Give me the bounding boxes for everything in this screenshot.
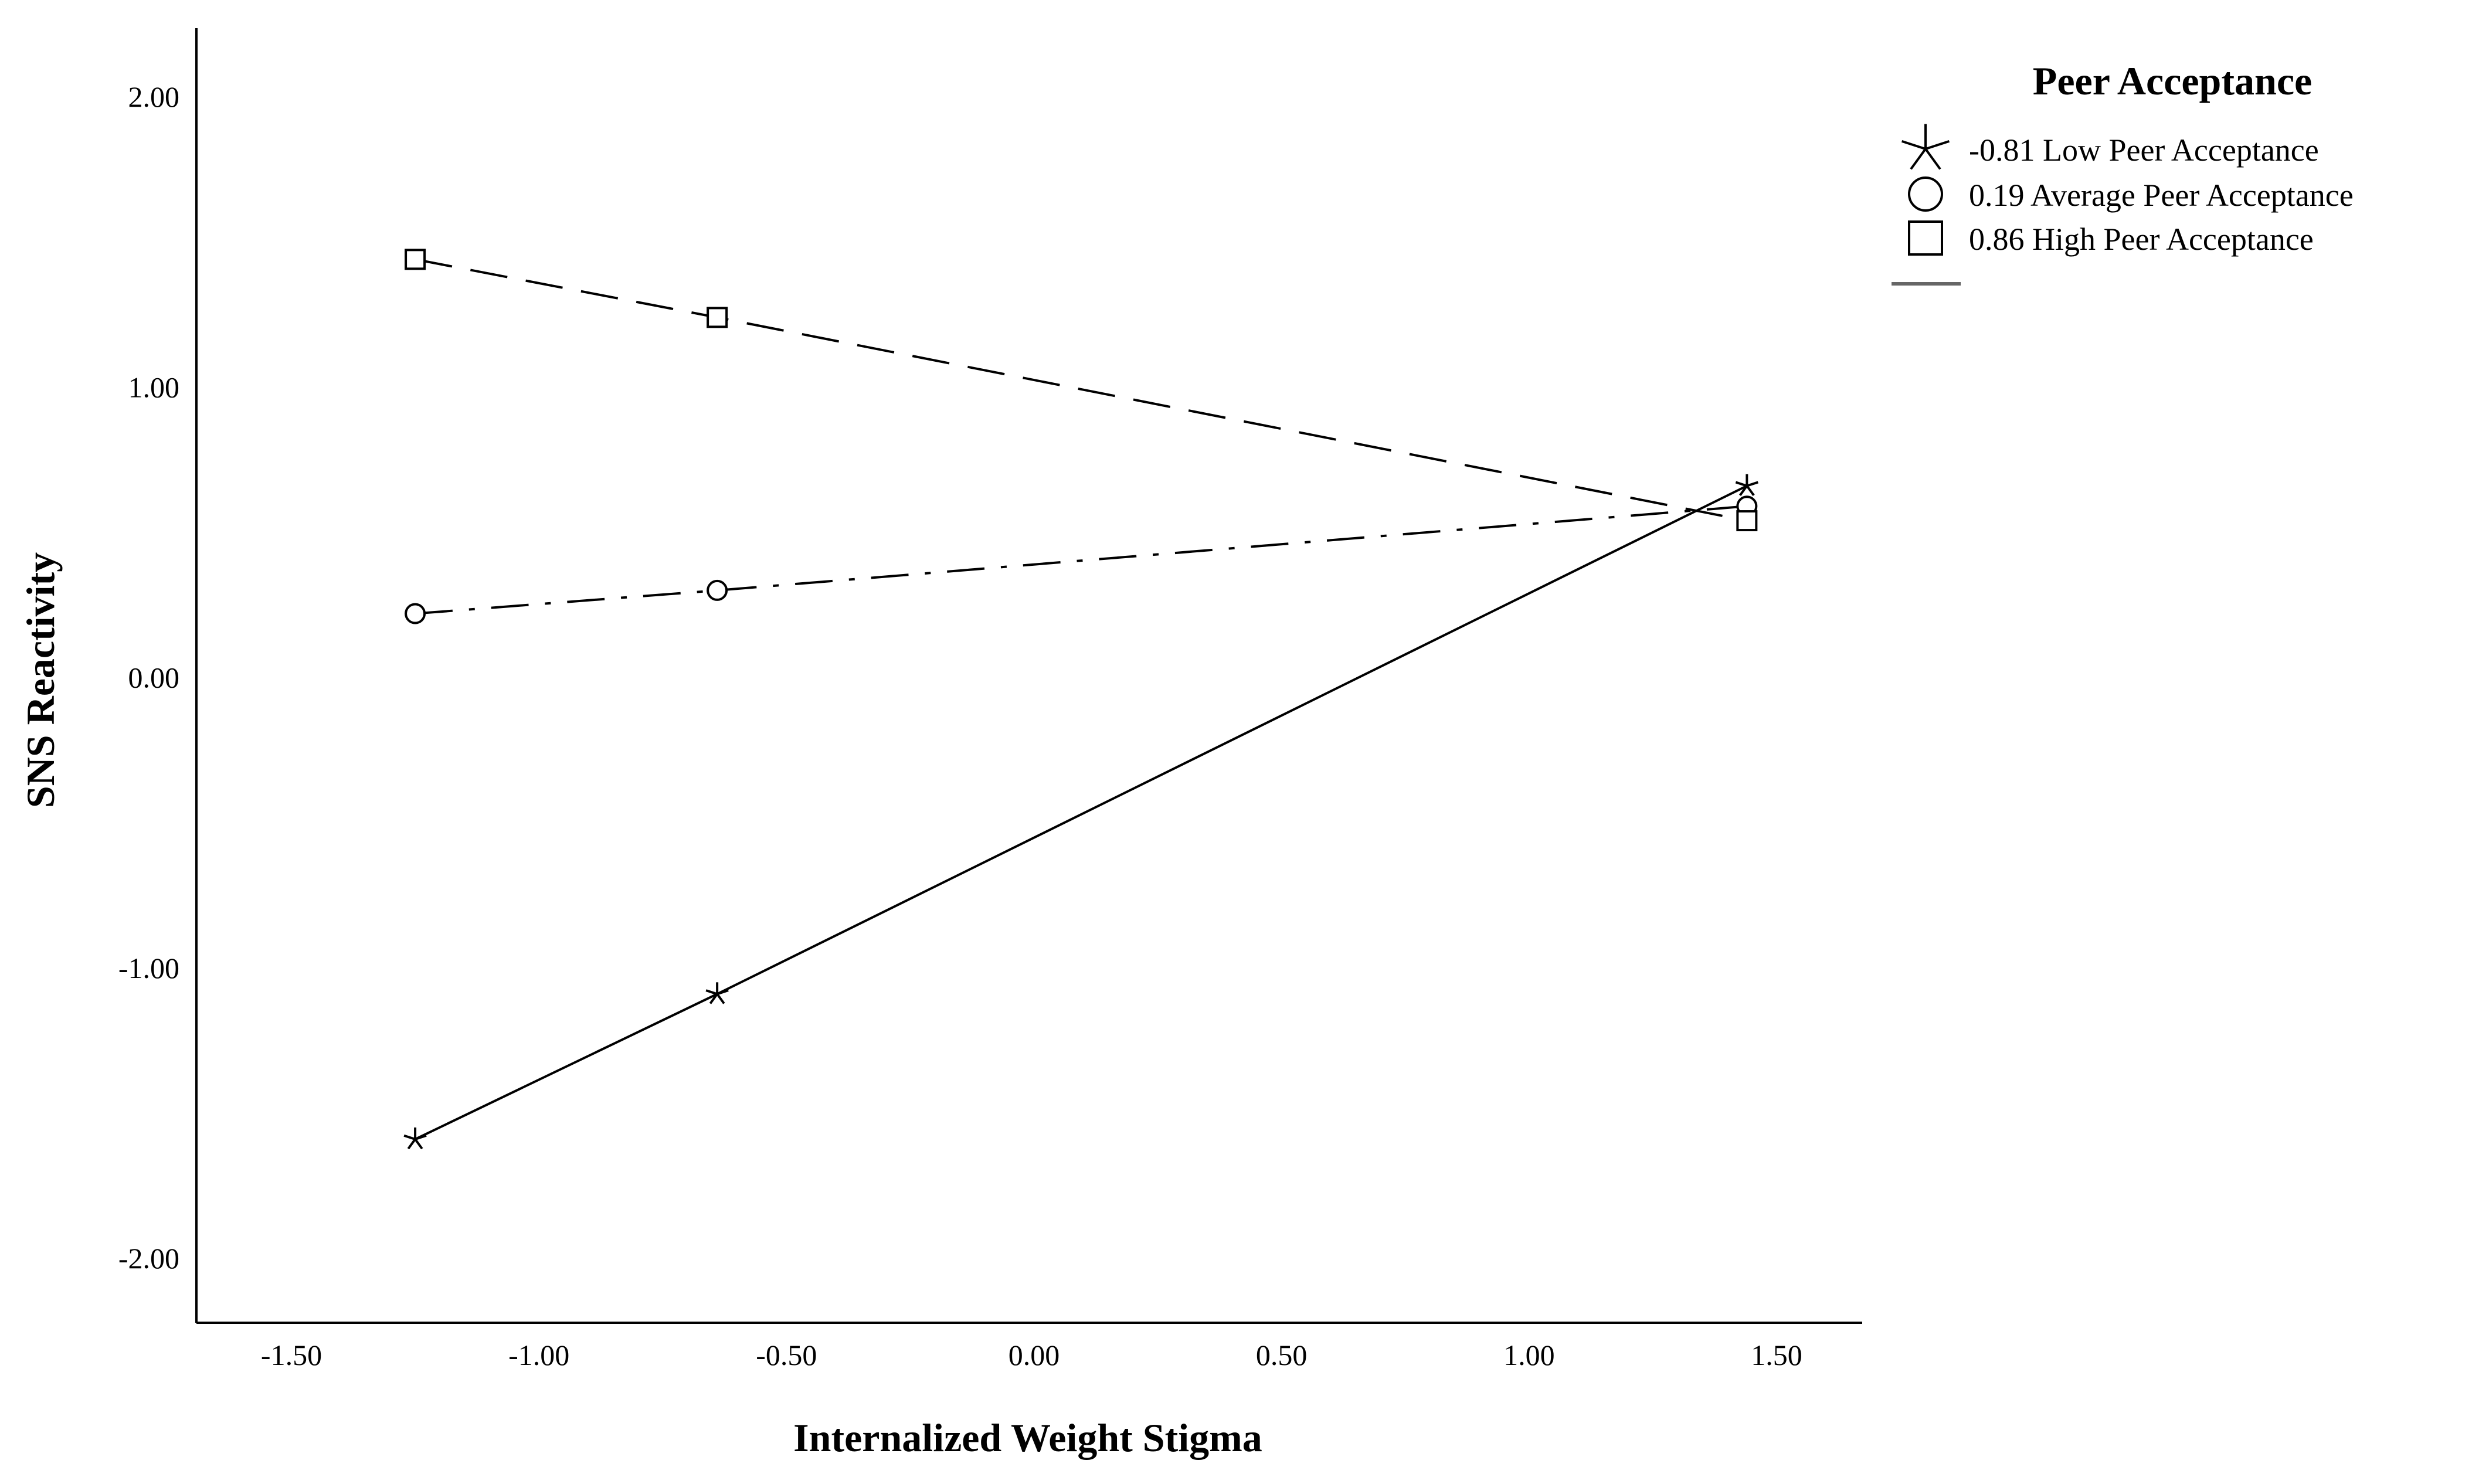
data-point-star xyxy=(403,1127,427,1150)
legend-items: -0.81 Low Peer Acceptance 0.19 Average Pe… xyxy=(1901,124,2354,257)
y-tick-labels: 2.00 1.00 0.00 -1.00 -2.00 xyxy=(118,80,179,1275)
data-point-circle xyxy=(405,603,426,624)
x-tick-label: -1.50 xyxy=(261,1339,322,1371)
x-tick-label: 0.50 xyxy=(1256,1339,1308,1371)
data-point-star xyxy=(1735,474,1758,496)
legend-marker-circle xyxy=(1908,176,1943,212)
series-lines xyxy=(415,258,1748,1140)
data-point-square xyxy=(707,307,728,328)
y-tick-label: 2.00 xyxy=(128,80,180,113)
legend-marker-square xyxy=(1908,220,1943,256)
series-line-circle xyxy=(415,505,1747,615)
data-point-star xyxy=(705,982,729,1004)
data-point-circle xyxy=(707,579,728,601)
y-tick-label: -2.00 xyxy=(118,1242,179,1275)
y-axis-title: SNS Reactivity xyxy=(18,552,63,808)
legend-label: 0.19 Average Peer Acceptance xyxy=(1969,178,2354,213)
y-tick-label: 1.00 xyxy=(128,371,180,403)
legend-label: 0.86 High Peer Acceptance xyxy=(1969,222,2314,257)
y-tick-label: 0.00 xyxy=(128,661,180,694)
x-tick-label: 1.00 xyxy=(1503,1339,1555,1371)
series-line-star xyxy=(415,484,1748,1140)
data-point-square xyxy=(1736,510,1758,532)
legend-marker-star xyxy=(1901,124,1950,170)
x-tick-labels: -1.50 -1.00 -0.50 0.00 0.50 1.00 1.50 xyxy=(261,1339,1802,1371)
x-tick-label: 0.00 xyxy=(1009,1339,1060,1371)
x-tick-label: 1.50 xyxy=(1751,1339,1802,1371)
legend-label: -0.81 Low Peer Acceptance xyxy=(1969,133,2319,168)
legend: Peer Acceptance -0.81 Low Peer Acceptanc… xyxy=(1892,59,2354,286)
data-point-square xyxy=(405,249,426,270)
x-tick-label: -1.00 xyxy=(508,1339,569,1371)
x-tick-label: -0.50 xyxy=(756,1339,817,1371)
y-tick-label: -1.00 xyxy=(118,952,179,984)
x-axis-title: Internalized Weight Stigma xyxy=(793,1415,1262,1460)
series-markers xyxy=(403,249,1758,1150)
series-line-square xyxy=(415,258,1747,522)
legend-title: Peer Acceptance xyxy=(2033,59,2312,103)
